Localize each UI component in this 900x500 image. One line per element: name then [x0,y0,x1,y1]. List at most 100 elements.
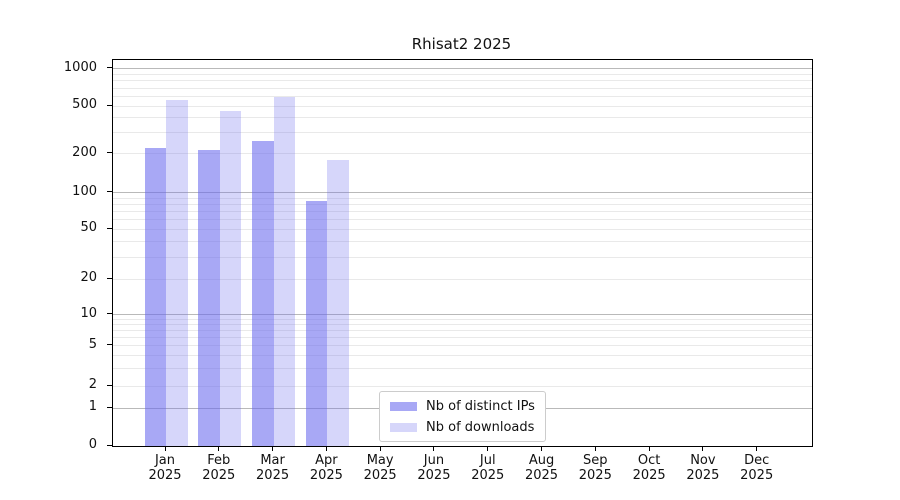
x-tick-year: 2025 [686,468,720,483]
minor-gridline [113,197,812,199]
x-tick-month: Dec [744,453,770,468]
legend-swatch [390,401,417,411]
x-tick-label: Feb 2025 [189,453,249,483]
y-tick-label: 10 [80,305,97,321]
y-tick-label: 100 [72,183,97,199]
minor-gridline [113,105,812,107]
y-tick-mark [107,406,112,408]
y-tick-label: 1000 [63,59,97,75]
y-tick-label: 200 [72,144,97,160]
minor-gridline [113,367,812,369]
legend-item: Nb of downloads [390,418,535,436]
x-tick-year: 2025 [363,468,397,483]
y-tick-mark [107,277,112,279]
x-tick-month: Mar [260,453,285,468]
x-tick-label: Jan 2025 [135,453,195,483]
x-tick-label: Nov 2025 [673,453,733,483]
x-tick-year: 2025 [309,468,343,483]
x-tick-mark [648,446,650,451]
x-tick-label: Oct 2025 [619,453,679,483]
minor-gridline [113,132,812,134]
x-tick-year: 2025 [740,468,774,483]
x-tick-year: 2025 [578,468,612,483]
minor-gridline [113,95,812,97]
x-tick-label: Aug 2025 [512,453,572,483]
major-gridline [113,314,812,316]
x-tick-mark [379,446,381,451]
minor-gridline [113,355,812,357]
bar-downloads [166,99,188,446]
legend-label: Nb of distinct IPs [426,398,535,414]
x-tick-label: Mar 2025 [243,453,303,483]
x-tick-month: Apr [315,453,338,468]
x-tick-year: 2025 [256,468,290,483]
minor-gridline [113,256,812,258]
x-axis: Jan 2025 Feb 2025 Mar 2025 Apr 2025 May 2025 Jun 20… [112,446,811,496]
x-tick-month: Jan [154,453,176,468]
legend-item: Nb of distinct IPs [390,397,535,415]
bar-downloads [327,159,349,446]
x-tick-mark [594,446,596,451]
x-tick-mark [325,446,327,451]
bar-downloads [273,97,296,446]
x-tick-label: Jun 2025 [404,453,464,483]
y-tick-mark [107,444,112,446]
minor-gridline [113,319,812,321]
x-tick-month: Aug [528,453,555,468]
x-tick-label: May 2025 [350,453,410,483]
y-tick-label: 500 [72,97,97,112]
minor-gridline [113,87,812,89]
x-tick-mark [164,446,166,451]
minor-gridline [113,74,812,76]
y-tick-label: 1 [88,399,97,415]
y-tick-mark [107,104,112,106]
chart-title: Rhisat2 2025 [411,35,512,53]
bar-distinct-ips [305,201,328,446]
y-tick-label: 2 [88,377,97,392]
bar-distinct-ips [144,148,166,446]
y-tick-mark [107,227,112,229]
x-tick-year: 2025 [148,468,182,483]
y-axis: 0 1 2 5 10 20 50 100 200 500 1000 [0,59,112,452]
x-tick-year: 2025 [202,468,236,483]
x-tick-label: Apr 2025 [296,453,356,483]
y-tick-mark [107,384,112,386]
x-tick-month: Feb [207,453,231,468]
x-tick-month: Sep [583,453,608,468]
x-tick-label: Dec 2025 [727,453,787,483]
bar-distinct-ips [252,141,274,446]
minor-gridline [113,153,812,155]
y-tick-label: 5 [88,336,97,352]
x-tick-month: May [366,453,394,468]
minor-gridline [113,228,812,230]
x-tick-label: Sep 2025 [565,453,625,483]
x-tick-year: 2025 [632,468,666,483]
x-tick-mark [702,446,704,451]
minor-gridline [113,80,812,82]
x-tick-month: Oct [637,453,661,468]
y-tick-mark [107,67,112,69]
minor-gridline [113,117,812,119]
minor-gridline [113,337,812,339]
x-tick-year: 2025 [471,468,505,483]
x-tick-mark [433,446,435,451]
bar-distinct-ips [198,150,220,446]
minor-gridline [113,345,812,347]
x-tick-month: Jun [423,453,445,468]
y-tick-mark [107,344,112,346]
major-gridline [113,192,812,194]
minor-gridline [113,278,812,280]
x-tick-mark [272,446,274,451]
x-tick-mark [218,446,220,451]
plot-area [112,59,813,447]
major-gridline [113,68,812,70]
minor-gridline [113,330,812,332]
x-tick-mark [487,446,489,451]
y-tick-label: 50 [80,220,97,236]
minor-gridline [113,211,812,213]
x-tick-mark [541,446,543,451]
y-tick-label: 20 [80,270,97,286]
minor-gridline [113,219,812,221]
legend-label: Nb of downloads [426,419,535,435]
